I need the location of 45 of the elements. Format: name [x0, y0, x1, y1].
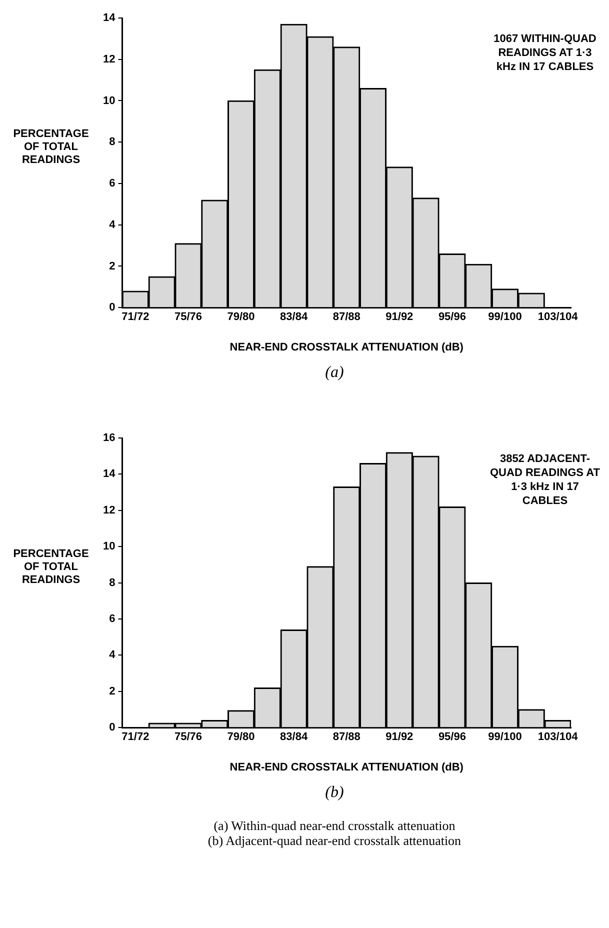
text: (a) — [324, 363, 345, 383]
annotation: 3852 ADJACENT-QUAD READINGS AT 1·3 kHz IN 17 CABLES — [489, 452, 601, 508]
y-tick-label: 8 — [109, 136, 116, 148]
x-axis-title: NEAR-END CROSSTALK ATTENUATION (dB) — [230, 761, 464, 774]
x-tick-label: 95/96 — [438, 731, 466, 744]
annotation: 1067 WITHIN-QUAD READINGS AT 1·3 kHz IN 17 CABLES — [492, 32, 598, 74]
x-tick-label: 91/92 — [386, 311, 414, 324]
x-tick-label: 103/104 — [538, 731, 579, 744]
x-tick-label: 71/72 — [122, 731, 150, 744]
x-tick-label: 87/88 — [332, 731, 360, 744]
x-tick-label: 75/76 — [174, 311, 202, 324]
x-tick-label: 99/100 — [488, 311, 522, 324]
x-tick-label: 79/80 — [227, 731, 255, 744]
x-tick-label: 79/80 — [227, 311, 255, 324]
x-tick-label: 75/76 — [174, 731, 202, 744]
y-axis-title: PERCENTAGE OF TOTAL READINGS — [12, 548, 90, 587]
y-tick-label: 2 — [109, 260, 116, 272]
text: (b) — [324, 783, 345, 803]
x-tick-label: 103/104 — [538, 311, 579, 324]
x-axis-title: NEAR-END CROSSTALK ATTENUATION (dB) — [230, 341, 464, 354]
x-tick-label: 99/100 — [488, 731, 522, 744]
x-tick-label: 91/92 — [386, 731, 414, 744]
y-tick-label: 8 — [109, 576, 116, 589]
y-tick-label: 0 — [109, 722, 116, 734]
y-tick-label: 14 — [102, 468, 116, 480]
x-tick-label: 71/72 — [122, 311, 150, 324]
y-tick-label: 4 — [109, 649, 116, 662]
y-tick-label: 6 — [109, 613, 116, 626]
y-tick-label: 2 — [109, 685, 116, 698]
y-tick-label: 12 — [102, 504, 116, 516]
y-tick-label: 12 — [102, 53, 116, 66]
text: (b) Adjacent-quad near-end crosstalk attenuation — [206, 833, 462, 848]
x-tick-label: 87/88 — [332, 311, 360, 324]
y-tick-label: 14 — [102, 12, 116, 24]
y-axis-title: PERCENTAGE OF TOTAL READINGS — [12, 128, 90, 167]
x-tick-label: 83/84 — [280, 731, 308, 744]
y-tick-label: 6 — [109, 178, 116, 190]
text: (a) Within-quad near-end crosstalk attenuation — [212, 818, 456, 833]
x-tick-label: 95/96 — [438, 311, 466, 324]
y-tick-label: 0 — [109, 302, 116, 314]
y-tick-label: 16 — [102, 432, 116, 444]
y-tick-label: 10 — [102, 540, 116, 553]
y-tick-label: 10 — [102, 94, 116, 107]
y-tick-label: 4 — [109, 218, 116, 231]
x-tick-label: 83/84 — [280, 311, 308, 324]
